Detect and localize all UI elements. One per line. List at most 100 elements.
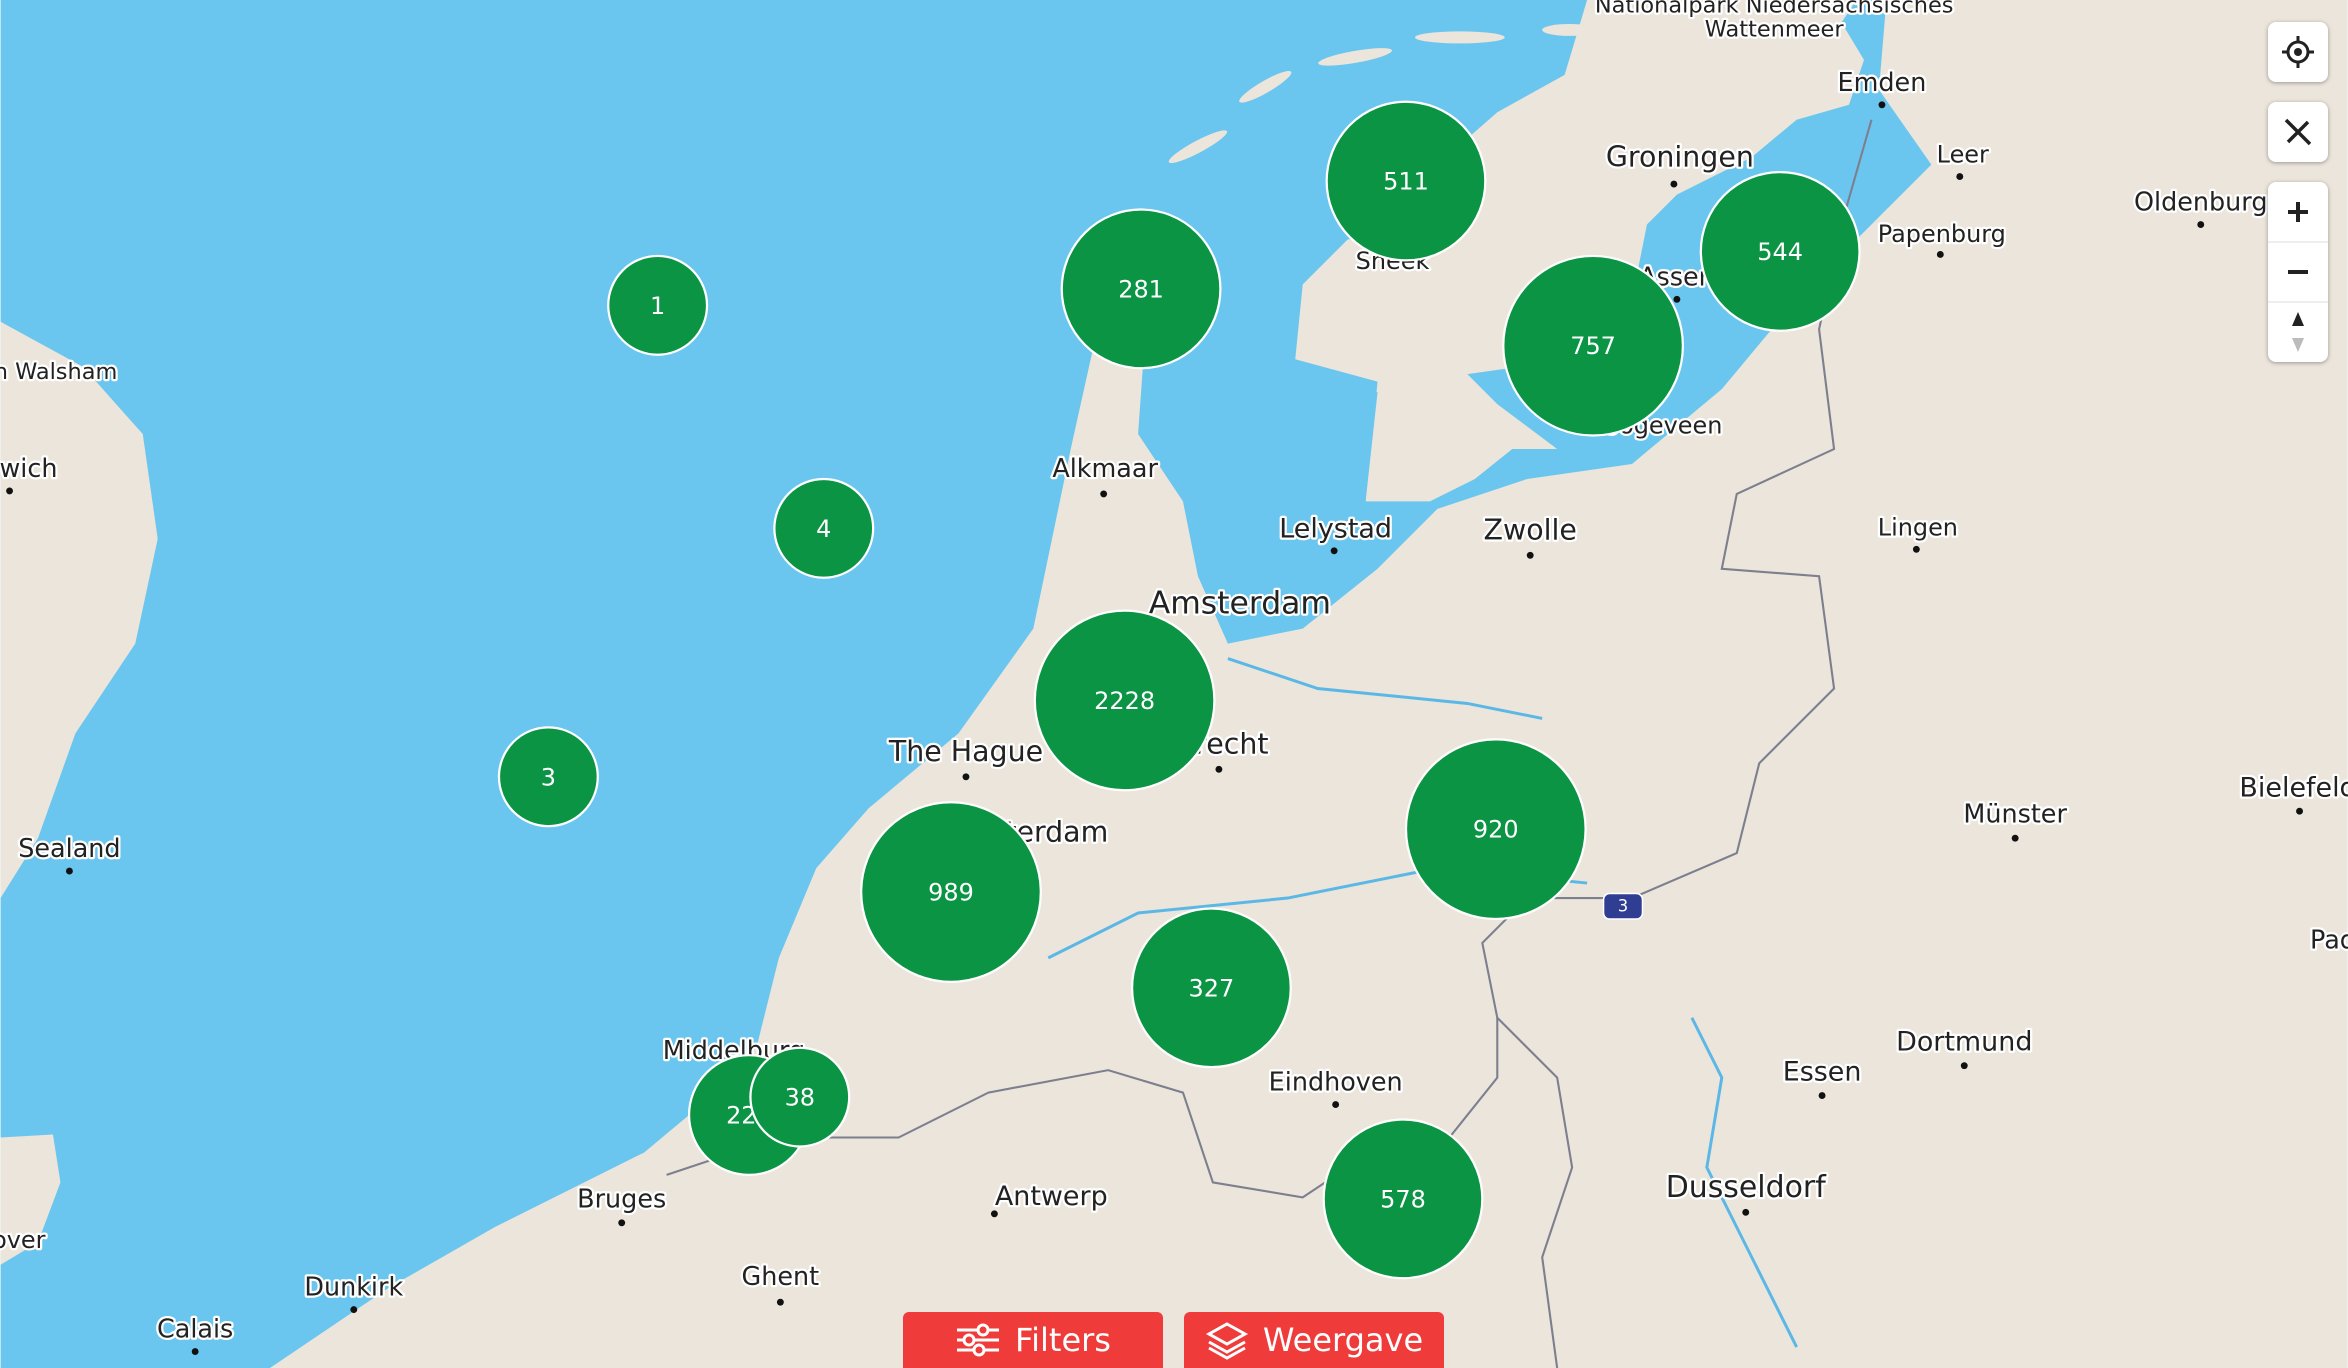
place-label: Groningen: [1606, 141, 1754, 174]
cluster-count: 327: [1189, 974, 1235, 1002]
cluster-circle: [1404, 738, 1587, 921]
cluster[interactable]: 38: [749, 1046, 851, 1148]
place-dot: [1215, 765, 1223, 773]
place-label: Dunkirk: [304, 1272, 403, 1302]
place-dot: [1878, 101, 1886, 109]
cluster-count: 3: [541, 763, 556, 791]
place-dot: [1956, 173, 1964, 181]
cluster-circle: [1060, 208, 1222, 370]
place-dot: [1960, 1062, 1968, 1070]
place-label: Lingen: [1878, 513, 1958, 541]
cluster[interactable]: 757: [1502, 254, 1685, 437]
place-label: Dover: [0, 1226, 46, 1254]
cluster-count: 989: [928, 879, 974, 907]
place-dot: [1673, 295, 1681, 303]
place-label: Oldenburg: [2134, 187, 2267, 217]
cluster-circle: [1699, 171, 1861, 332]
road-shield-box: [1602, 892, 1644, 920]
cluster-count: 578: [1380, 1185, 1426, 1213]
zoom-icons[interactable]: [2268, 182, 2328, 362]
unlink-icon: [2284, 118, 2312, 146]
place-dot: [2296, 807, 2303, 815]
place-dot: [6, 487, 13, 495]
layers-icon: [1205, 1322, 1248, 1360]
cluster-count: 4: [816, 515, 831, 543]
cluster-circle: [607, 254, 709, 356]
cluster-count: 38: [785, 1084, 815, 1112]
place-dot: [1818, 1092, 1826, 1100]
place-label: Alkmaar: [1052, 453, 1158, 483]
place-dot: [618, 1219, 626, 1227]
place-label: Essen: [1783, 1057, 1862, 1088]
place-label: Münster: [1963, 799, 2067, 829]
cluster-circle: [773, 477, 875, 579]
cluster[interactable]: 920: [1404, 738, 1587, 921]
place-dot: [350, 1306, 358, 1314]
place-dot: [1912, 545, 1920, 553]
place-dot: [990, 1210, 998, 1218]
cluster[interactable]: 578: [1322, 1118, 1484, 1280]
place-label: Antwerp: [995, 1181, 1108, 1212]
place-dot: [1742, 1208, 1750, 1216]
place-label: North Walsham: [0, 359, 117, 385]
cluster-circle: [497, 726, 599, 828]
place-label: Amsterdam: [1149, 586, 1331, 622]
cluster-circle: [1130, 907, 1292, 1069]
cluster-circle: [1325, 100, 1487, 262]
filters-icon: [957, 1323, 1000, 1357]
place-dot: [1670, 180, 1678, 188]
place-dot: [962, 773, 970, 781]
cluster[interactable]: 281: [1060, 208, 1222, 370]
road-shield-label: 3: [1618, 897, 1628, 916]
place-dot: [776, 1298, 784, 1306]
place-dot: [1332, 1101, 1340, 1109]
place-dot: [1936, 250, 1944, 258]
view-button[interactable]: Weergave: [1184, 1312, 1444, 1368]
unlink-button[interactable]: [2268, 102, 2328, 162]
cluster-count: 757: [1570, 332, 1616, 360]
cluster[interactable]: 327: [1130, 907, 1292, 1069]
cluster[interactable]: 511: [1325, 100, 1487, 262]
locate-button[interactable]: [2268, 22, 2328, 82]
place-label: Ghent: [742, 1261, 820, 1291]
cluster-count: 511: [1383, 168, 1429, 196]
zoom-controls: [2268, 182, 2328, 362]
place-label: Sealand: [18, 833, 120, 863]
place-label: Lelystad: [1279, 513, 1392, 544]
cluster-circle: [749, 1046, 851, 1148]
view-label: Weergave: [1262, 1321, 1424, 1359]
cluster-circle: [1033, 609, 1216, 792]
place-dot: [2011, 834, 2019, 842]
cluster-count: 281: [1118, 275, 1164, 303]
filters-label: Filters: [1015, 1321, 1111, 1359]
cluster[interactable]: 3: [497, 726, 599, 828]
place-label: Eindhoven: [1269, 1067, 1403, 1097]
place-label: Emden: [1838, 67, 1927, 97]
place-label: Zwolle: [1484, 513, 1577, 546]
place-label: Dortmund: [1896, 1027, 2032, 1058]
lake: [1197, 389, 1378, 584]
place-label: Bruges: [577, 1183, 666, 1213]
cluster-circle: [860, 801, 1042, 983]
cluster-count: 920: [1473, 816, 1519, 844]
cluster-count: 2228: [1094, 687, 1155, 715]
cluster-circle: [1322, 1118, 1484, 1280]
place-label: Dusseldorf: [1666, 1170, 1828, 1205]
cluster[interactable]: 989: [860, 801, 1042, 983]
place-label: Harwich: [0, 453, 57, 483]
cluster[interactable]: 544: [1699, 171, 1861, 332]
cluster[interactable]: 4: [773, 477, 875, 579]
place-label: Papenburg: [1878, 220, 2006, 248]
cluster[interactable]: 1: [607, 254, 709, 356]
filters-button[interactable]: Filters: [903, 1312, 1163, 1368]
place-dot: [1100, 490, 1108, 498]
place-dot: [191, 1348, 199, 1355]
place-dot: [1330, 547, 1338, 555]
cluster[interactable]: 2228: [1033, 609, 1216, 792]
place-label: Leer: [1937, 141, 1989, 169]
road-shield: 3: [1602, 892, 1644, 920]
